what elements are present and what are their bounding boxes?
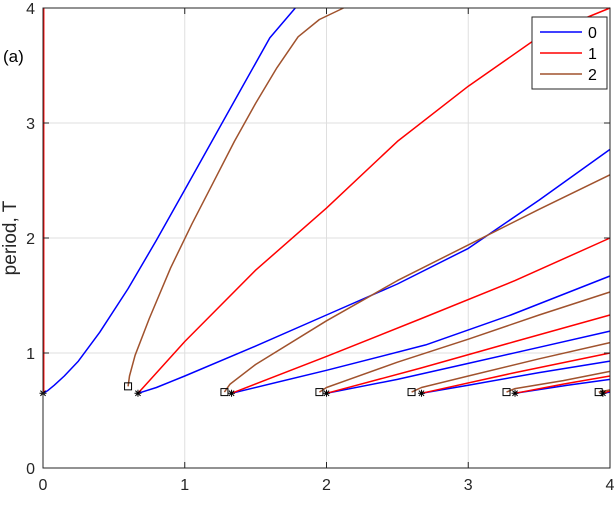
- y-tick-label: 1: [26, 346, 35, 363]
- square-marker: [315, 388, 324, 397]
- legend-label-2: 2: [588, 67, 597, 84]
- square-marker: [502, 388, 511, 397]
- y-tick-label: 3: [26, 116, 35, 133]
- x-tick-label: 0: [39, 477, 48, 494]
- legend-label-0: 0: [588, 25, 597, 42]
- panel-label: (a): [3, 47, 24, 66]
- series-1-curve-3: [326, 314, 611, 395]
- x-tick-label: 1: [180, 477, 189, 494]
- y-axis-label: period, T: [0, 200, 21, 275]
- x-tick-label: 3: [464, 477, 473, 494]
- star-marker: [417, 389, 425, 397]
- star-marker: [511, 389, 519, 397]
- square-marker: [407, 388, 416, 397]
- x-tick-label: 4: [606, 477, 615, 494]
- series-2-curve-5: [598, 389, 611, 393]
- y-tick-label: 4: [26, 1, 35, 18]
- series-1-curve-1: [137, 7, 611, 394]
- legend-label-1: 1: [588, 46, 597, 63]
- x-tick-label: 2: [322, 477, 331, 494]
- series-0-curve-3: [326, 330, 611, 395]
- star-marker: [228, 389, 236, 397]
- series-1-curve-4: [421, 352, 611, 395]
- series-1-curve-5: [514, 375, 611, 395]
- series-0-curve-1: [137, 148, 611, 395]
- star-marker: [599, 389, 607, 397]
- series-2-curve-4: [506, 370, 611, 393]
- square-marker: [594, 388, 603, 397]
- series-0-curve-2: [231, 275, 611, 395]
- series-2-curve-3: [411, 341, 611, 393]
- legend: 0 1 2: [531, 16, 608, 90]
- series-2-curve-2: [318, 291, 611, 393]
- series-0-curve-4: [421, 360, 611, 395]
- square-marker: [220, 388, 229, 397]
- plot-curves: [42, 7, 611, 395]
- y-tick-label: 0: [26, 461, 35, 478]
- square-marker: [124, 382, 133, 391]
- y-tick-label: 2: [26, 231, 35, 248]
- series-1-curve-2: [231, 237, 611, 394]
- series-2-curve-0: [127, 7, 344, 387]
- axis-ticks: 0 1 2 3 4 0 1 2 3 4: [26, 1, 614, 494]
- star-marker: [134, 389, 142, 397]
- star-marker: [323, 389, 330, 397]
- series-2-curve-1: [223, 174, 611, 393]
- series-0-curve-0: [42, 7, 296, 394]
